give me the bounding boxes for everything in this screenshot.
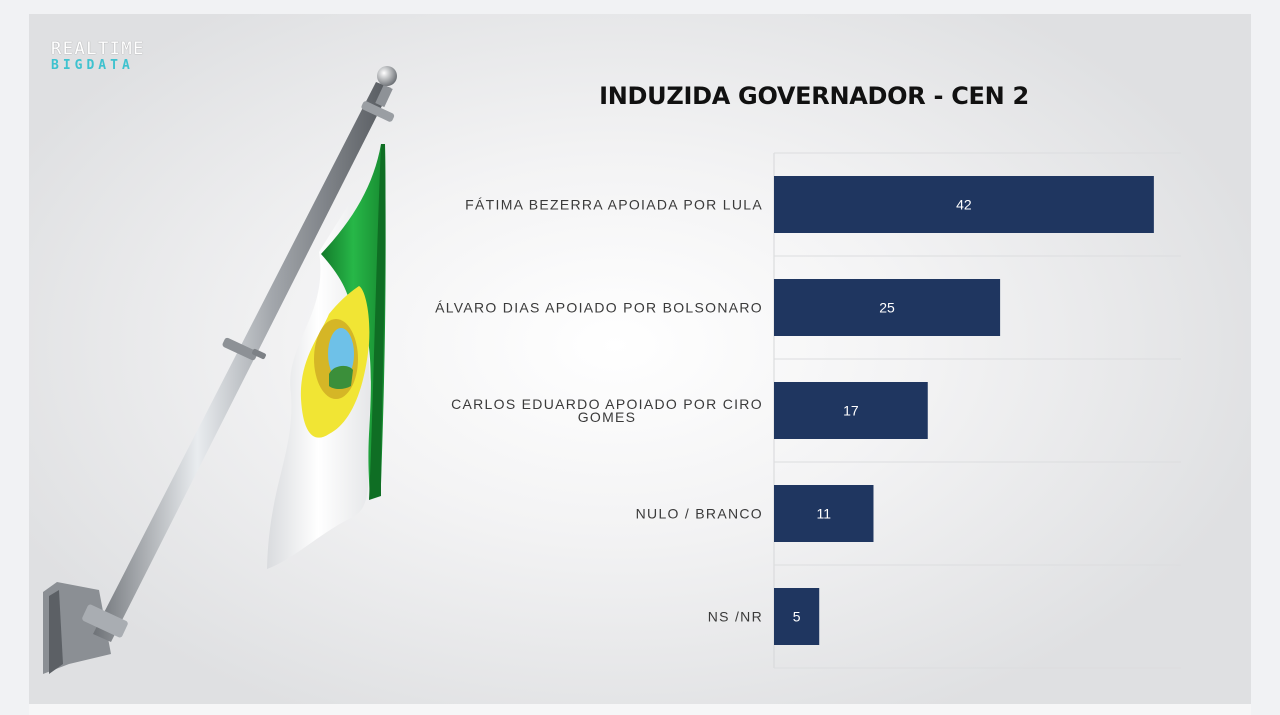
category-label-0: FÁTIMA BEZERRA APOIADA POR LULA	[465, 197, 763, 213]
flag-green-edge	[369, 144, 386, 500]
bar-value-label-3: 11	[816, 506, 831, 522]
category-label-2: CARLOS EDUARDO APOIADO POR CIRO GOMES	[451, 396, 763, 425]
bar-chart: 42 25 17 11 5 FÁTIMA BEZERRA APOIADA POR LUL…	[435, 152, 1181, 669]
bar-1	[774, 279, 1001, 336]
logo-line-2: BIGDATA	[51, 58, 134, 73]
flag-illustration	[43, 66, 397, 674]
pole-finial-icon	[377, 66, 397, 86]
bar-2	[774, 382, 928, 439]
pole-base-collar	[82, 604, 128, 638]
bar-3	[774, 485, 874, 542]
bar-value-label-2: 17	[843, 403, 859, 419]
wall-bracket-side	[49, 590, 63, 674]
pole-ring-middle	[222, 337, 258, 361]
pole-clip	[252, 348, 266, 360]
category-label-3: NULO / BRANCO	[636, 506, 763, 522]
category-label-1: ÁLVARO DIAS APOIADO POR BOLSONARO	[435, 300, 763, 316]
realtime-bigdata-logo: REALTIME BIGDATA	[51, 39, 145, 73]
emblem-land	[329, 365, 353, 389]
bar-value-label-1: 25	[879, 300, 895, 316]
bar-4	[774, 588, 820, 645]
flag-green-field	[321, 144, 386, 499]
bar-0	[774, 176, 1154, 233]
bottom-strip	[29, 704, 1251, 715]
category-label-4: NS /NR	[708, 609, 763, 625]
bar-value-label-0: 42	[956, 197, 972, 213]
pole-neck	[375, 84, 393, 108]
logo-line-1: REALTIME	[51, 39, 145, 59]
bar-value-label-4: 5	[793, 609, 801, 625]
chart-bars: 42 25 17 11 5	[774, 176, 1154, 645]
chart-title: INDUZIDA GOVERNADOR - CEN 2	[599, 82, 1029, 110]
pole-ring-top	[361, 101, 395, 122]
chart-category-labels: FÁTIMA BEZERRA APOIADA POR LULA ÁLVARO DI…	[435, 197, 763, 625]
slide-background: REALTIME BIGDATA	[29, 14, 1251, 704]
flag-pole	[93, 82, 391, 642]
